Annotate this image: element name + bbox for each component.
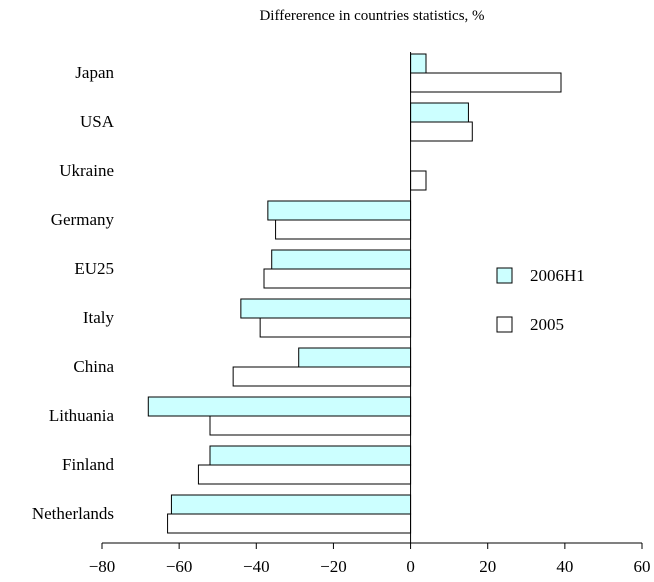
bar-2005-usa bbox=[410, 121, 473, 142]
bar-2006h1-china bbox=[298, 347, 412, 368]
bar-2005-japan bbox=[410, 72, 562, 93]
bar-2006h1-usa bbox=[410, 102, 469, 123]
bar-2005-ukraine bbox=[410, 170, 427, 191]
x-tick-label: −20 bbox=[320, 557, 347, 576]
category-label: Ukraine bbox=[59, 161, 114, 180]
x-axis: −80 −60 −40 −20 0 20 40 60 bbox=[89, 52, 651, 576]
bar-2005-eu25 bbox=[263, 268, 412, 289]
bar-2005-finland bbox=[197, 464, 412, 485]
bar-2006h1-eu25 bbox=[271, 249, 412, 270]
bar-2006h1-italy bbox=[240, 298, 412, 319]
x-tick-label: −60 bbox=[166, 557, 193, 576]
x-tick-label: −80 bbox=[89, 557, 116, 576]
category-label: Germany bbox=[51, 210, 115, 229]
category-label: USA bbox=[80, 112, 115, 131]
bar-2006h1-netherlands bbox=[170, 494, 412, 515]
category-label: China bbox=[73, 357, 114, 376]
category-label: Italy bbox=[83, 308, 115, 327]
bar-2005-lithuania bbox=[209, 415, 412, 436]
bar-2006h1-japan bbox=[410, 53, 427, 74]
bar-2005-italy bbox=[259, 317, 412, 338]
category-label: Finland bbox=[62, 455, 114, 474]
category-label: Netherlands bbox=[32, 504, 114, 523]
bar-2006h1-lithuania bbox=[147, 396, 412, 417]
bar-2005-germany bbox=[275, 219, 412, 240]
x-tick-label: 40 bbox=[556, 557, 573, 576]
bar-2005-china bbox=[232, 366, 412, 387]
x-tick-label: −40 bbox=[243, 557, 270, 576]
category-label: Lithuania bbox=[49, 406, 115, 425]
bar-2005-netherlands bbox=[167, 513, 412, 534]
x-tick-label: 20 bbox=[479, 557, 496, 576]
category-label: EU25 bbox=[74, 259, 114, 278]
legend: 2006H1 2005 bbox=[496, 266, 585, 334]
x-tick-label: 0 bbox=[406, 557, 415, 576]
chart-title: Differerence in countries statistics, % bbox=[259, 8, 485, 24]
legend-label-2005: 2005 bbox=[530, 315, 564, 334]
category-labels: Japan USA Ukraine Germany EU25 Italy China Lith… bbox=[32, 63, 115, 523]
x-tick-label: 60 bbox=[634, 557, 651, 576]
legend-label-2006h1: 2006H1 bbox=[530, 266, 585, 285]
category-label: Japan bbox=[75, 63, 114, 82]
bar-2006h1-germany bbox=[267, 200, 412, 221]
legend-swatch-2005 bbox=[496, 316, 513, 333]
legend-swatch-2006h1 bbox=[496, 267, 513, 284]
bar-2006h1-finland bbox=[209, 445, 412, 466]
bars-layer bbox=[147, 53, 562, 534]
